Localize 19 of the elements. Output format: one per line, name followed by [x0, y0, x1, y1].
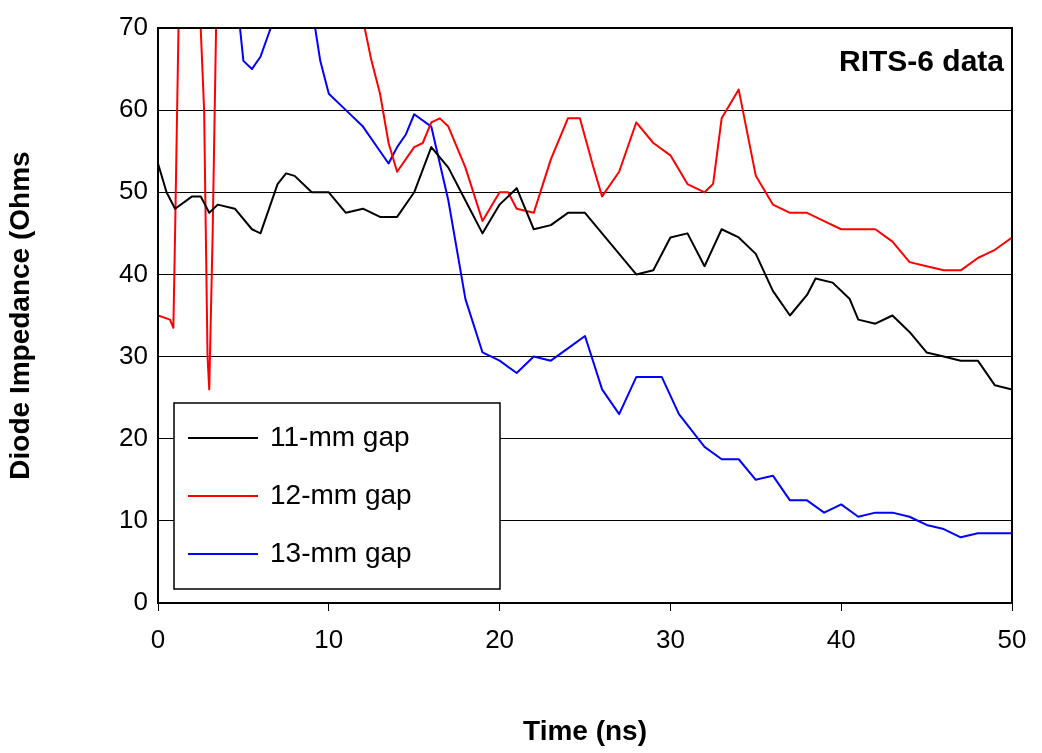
x-tick-label: 50	[997, 623, 1027, 654]
legend-label: 11-mm gap	[270, 420, 410, 452]
y-tick-label: 70	[119, 11, 148, 42]
y-tick-label: 60	[119, 93, 148, 124]
x-tick-label: 30	[655, 623, 685, 654]
y-axis-title: Diode Impedance (Ohms	[3, 151, 35, 480]
y-tick-label: 20	[119, 421, 148, 452]
y-tick-label: 0	[133, 586, 148, 617]
y-tick-label: 30	[119, 339, 148, 370]
y-tick-label: 10	[119, 504, 148, 535]
x-tick-label: 20	[485, 623, 515, 654]
x-axis-title: Time (ns)	[523, 714, 647, 746]
y-tick-label: 40	[119, 257, 148, 288]
x-tick-label: 10	[314, 623, 344, 654]
annotation: RITS-6 data	[838, 44, 1005, 78]
legend-label: 13-mm gap	[270, 536, 412, 568]
legend-label: 12-mm gap	[270, 478, 412, 510]
x-tick-label: 40	[826, 623, 856, 654]
y-tick-label: 50	[119, 175, 148, 206]
